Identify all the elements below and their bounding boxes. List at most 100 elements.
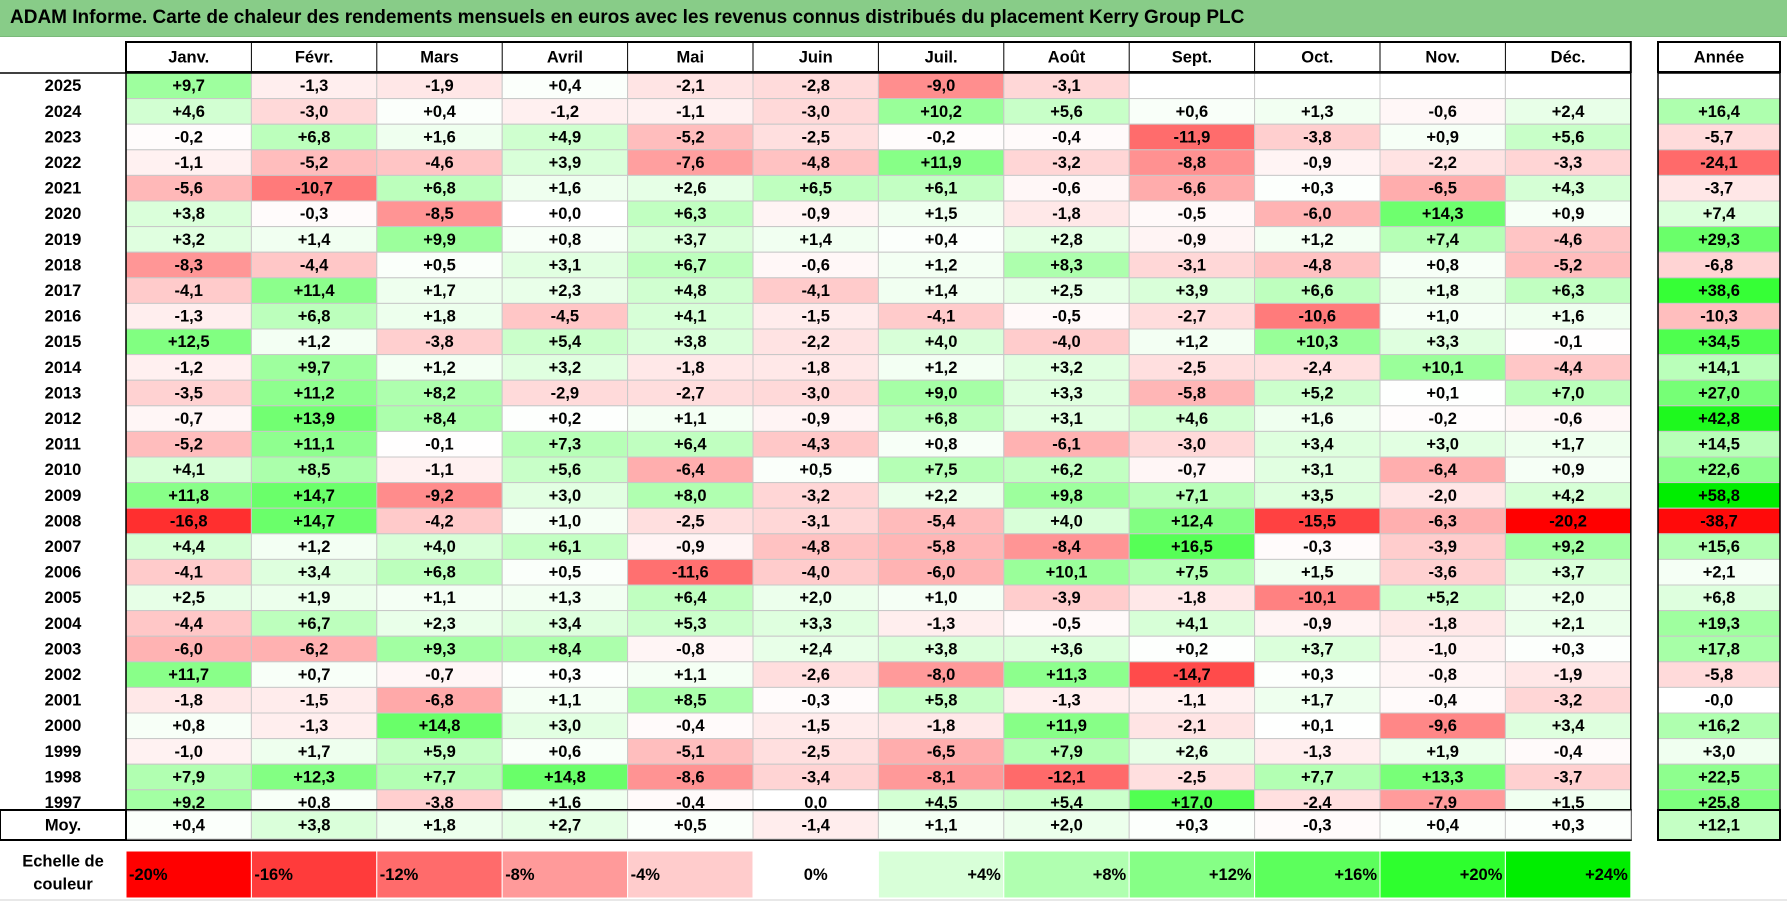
heat-cell bbox=[1003, 430, 1130, 458]
heat-cell-value: -4,0 bbox=[801, 564, 829, 582]
heat-cell-value: +3,1 bbox=[1301, 461, 1334, 479]
heat-cell bbox=[250, 763, 378, 791]
heat-cell-value: -3,8 bbox=[1303, 128, 1331, 146]
year-label: 2023 bbox=[45, 128, 82, 146]
heat-cell-value: +13,9 bbox=[293, 410, 335, 428]
heat-cell bbox=[752, 738, 879, 765]
annual-cell-value: +42,8 bbox=[1698, 410, 1740, 428]
heat-cell-value: -16,8 bbox=[170, 512, 208, 530]
heat-cell-value: -5,1 bbox=[676, 743, 704, 761]
heat-cell bbox=[1128, 226, 1256, 253]
heat-cell bbox=[1003, 226, 1130, 253]
heat-cell-value: -3,3 bbox=[1554, 154, 1582, 172]
heat-cell-value: -3,0 bbox=[300, 103, 328, 121]
heat-cell-value: +3,7 bbox=[1552, 564, 1585, 582]
year-label: 2015 bbox=[45, 333, 82, 351]
heat-cell-value: +1,8 bbox=[423, 308, 456, 326]
heat-cell-value: +5,6 bbox=[549, 461, 582, 479]
heat-cell-value: +6,7 bbox=[298, 615, 331, 633]
heat-cell-value: -3,1 bbox=[1052, 77, 1080, 95]
annual-cell-value: +22,6 bbox=[1698, 461, 1740, 479]
heat-cell-value: +4,2 bbox=[1552, 487, 1585, 505]
heat-cell bbox=[877, 712, 1005, 740]
heat-cell-value: +5,3 bbox=[674, 615, 707, 633]
heat-cell bbox=[877, 174, 1005, 202]
heat-cell bbox=[1504, 610, 1632, 637]
heat-cell-value: +3,4 bbox=[1552, 717, 1585, 735]
heat-cell-value: +3,8 bbox=[925, 640, 958, 658]
heat-cell bbox=[1128, 635, 1256, 663]
heat-cell bbox=[376, 430, 503, 458]
heat-cell-value: -4,4 bbox=[300, 256, 329, 274]
heat-cell-value: +9,3 bbox=[423, 640, 456, 658]
heat-cell-value: -1,9 bbox=[425, 77, 453, 95]
heat-cell-value: +11,9 bbox=[921, 154, 962, 172]
heat-cell bbox=[1128, 507, 1256, 535]
heat-cell bbox=[752, 405, 879, 432]
heat-cell bbox=[1504, 149, 1632, 176]
heat-cell bbox=[1254, 174, 1381, 202]
heat-cell bbox=[376, 226, 503, 253]
heat-cell bbox=[376, 277, 503, 304]
heat-cell-value: -8,3 bbox=[174, 256, 202, 274]
heat-cell bbox=[752, 98, 879, 125]
average-cell-value: -1,4 bbox=[801, 816, 830, 834]
heat-cell bbox=[125, 354, 252, 381]
heat-cell-value: +0,0 bbox=[549, 205, 582, 223]
heat-cell-value: +0,9 bbox=[1426, 128, 1459, 146]
heat-cell-value: +1,2 bbox=[298, 538, 331, 556]
heat-cell-value: +1,7 bbox=[1552, 436, 1585, 454]
heat-cell-value: -1,0 bbox=[1428, 640, 1456, 658]
heat-cell bbox=[877, 610, 1005, 637]
month-header-6: Juil. bbox=[925, 48, 958, 66]
heat-cell-value: -1,3 bbox=[1303, 743, 1331, 761]
annual-cell-value: +14,5 bbox=[1698, 436, 1740, 454]
scale-label: -12% bbox=[380, 866, 419, 884]
year-label: 2013 bbox=[45, 384, 82, 402]
heat-cell bbox=[627, 661, 754, 688]
heat-cell-value: +1,2 bbox=[925, 256, 958, 274]
heat-cell bbox=[1379, 174, 1506, 202]
heat-cell bbox=[376, 584, 503, 612]
annual-cell-value: +16,4 bbox=[1698, 103, 1741, 121]
heat-cell-value: +14,8 bbox=[544, 768, 586, 786]
heat-cell-value: +3,7 bbox=[674, 231, 707, 249]
year-label: 2007 bbox=[45, 538, 82, 556]
heat-cell-value: +0,4 bbox=[925, 231, 958, 249]
heat-cell bbox=[752, 763, 879, 791]
annual-cell-value: -38,7 bbox=[1700, 512, 1738, 530]
heat-cell-value: +11,7 bbox=[168, 666, 209, 684]
heat-cell bbox=[501, 277, 629, 304]
heat-cell-value: -0,9 bbox=[1303, 615, 1331, 633]
heat-cell bbox=[1254, 251, 1381, 279]
heat-cell-value: -4,8 bbox=[801, 538, 829, 556]
heat-cell bbox=[627, 558, 754, 586]
annual-cell bbox=[1657, 328, 1781, 356]
heat-cell-value: -1,5 bbox=[801, 308, 829, 326]
heat-cell bbox=[627, 533, 754, 560]
heat-cell bbox=[125, 661, 252, 688]
heat-cell-value: -0,9 bbox=[1178, 231, 1206, 249]
heat-cell-value: +0,4 bbox=[549, 77, 582, 95]
heat-cell-value: +9,2 bbox=[172, 794, 205, 812]
heat-cell-value: -5,4 bbox=[927, 512, 956, 530]
annual-cell-value: +58,8 bbox=[1698, 487, 1740, 505]
heat-cell-value: -2,2 bbox=[801, 333, 829, 351]
heat-cell-value: -0,9 bbox=[676, 538, 704, 556]
heat-cell-value: -0,5 bbox=[1052, 615, 1080, 633]
heat-cell-value: +4,1 bbox=[674, 308, 707, 326]
heat-cell-value: +1,7 bbox=[298, 743, 331, 761]
heat-cell-value: -15,5 bbox=[1298, 512, 1336, 530]
heat-cell-value: +1,0 bbox=[1426, 308, 1459, 326]
heat-cell-value: +14,7 bbox=[293, 512, 335, 530]
heat-cell bbox=[125, 405, 252, 432]
heat-cell-value: +8,4 bbox=[549, 640, 582, 658]
year-label: 2019 bbox=[45, 231, 82, 249]
heat-cell-value: +6,8 bbox=[423, 180, 456, 198]
heat-cell-value: +1,1 bbox=[549, 692, 582, 710]
annual-cell-value: +7,4 bbox=[1703, 205, 1736, 223]
heat-cell-value: +1,5 bbox=[925, 205, 958, 223]
heat-cell bbox=[250, 174, 378, 202]
heat-cell bbox=[1504, 123, 1632, 151]
year-label: 2017 bbox=[45, 282, 82, 300]
